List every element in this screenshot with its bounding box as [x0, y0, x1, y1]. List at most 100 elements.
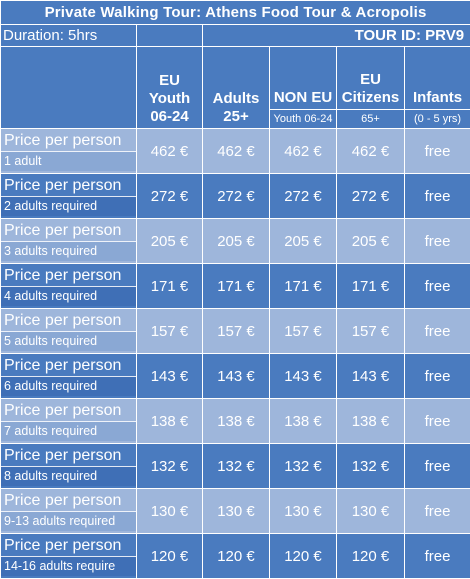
price-cell: 143 €: [337, 354, 405, 399]
row-label: Price per person: [1, 399, 136, 421]
column-subheader-non-eu: Youth 06-24: [270, 110, 337, 129]
price-cell: 157 €: [203, 309, 270, 354]
price-cell: 272 €: [337, 174, 405, 219]
column-header-line: 06-24: [137, 108, 202, 126]
column-header-line: EU: [337, 71, 404, 89]
column-header-line: Infants: [405, 89, 470, 107]
price-cell: 171 €: [137, 264, 203, 309]
price-cell: 120 €: [270, 534, 337, 579]
column-header-eu-citizens: EU Citizens: [337, 47, 405, 110]
price-cell: 120 €: [203, 534, 270, 579]
column-header-line: 25+: [203, 108, 269, 126]
price-cell: 138 €: [337, 399, 405, 444]
price-cell: 462 €: [203, 129, 270, 174]
price-cell: 205 €: [203, 219, 270, 264]
row-sublabel: 6 adults required: [1, 376, 136, 396]
row-sublabel: 5 adults required: [1, 331, 136, 351]
row-sublabel: 2 adults required: [1, 196, 136, 216]
price-cell: 205 €: [337, 219, 405, 264]
price-cell: 138 €: [270, 399, 337, 444]
price-cell: 120 €: [137, 534, 203, 579]
column-subheader-eu-citizens: 65+: [337, 110, 405, 129]
price-cell: 205 €: [137, 219, 203, 264]
price-cell: free: [405, 444, 470, 489]
price-cell: 462 €: [337, 129, 405, 174]
column-header-eu-youth: EU Youth 06-24: [137, 47, 203, 129]
row-sublabel: 7 adults required: [1, 421, 136, 441]
info-spacer: [137, 25, 203, 47]
price-cell: 171 €: [270, 264, 337, 309]
row-sublabel: 8 adults required: [1, 466, 136, 486]
column-header-line: Adults: [203, 90, 269, 108]
price-cell: 132 €: [137, 444, 203, 489]
price-cell: 171 €: [203, 264, 270, 309]
row-sublabel: 9-13 adults required: [1, 511, 136, 531]
row-label: Price per person: [1, 174, 136, 196]
column-header-non-eu: NON EU: [270, 47, 337, 110]
price-cell: 157 €: [270, 309, 337, 354]
row-label: Price per person: [1, 534, 136, 556]
price-cell: 132 €: [337, 444, 405, 489]
price-cell: 272 €: [270, 174, 337, 219]
price-cell: free: [405, 309, 470, 354]
price-cell: free: [405, 174, 470, 219]
row-sublabel: 4 adults required: [1, 286, 136, 306]
tour-id-label: TOUR ID: PRV9: [203, 25, 470, 47]
row-label: Price per person: [1, 129, 136, 151]
price-cell: 130 €: [337, 489, 405, 534]
column-header-line: NON EU: [270, 89, 336, 107]
price-cell: 120 €: [337, 534, 405, 579]
price-cell: 130 €: [137, 489, 203, 534]
column-header-line: Youth: [137, 90, 202, 108]
price-cell: 132 €: [203, 444, 270, 489]
row-label: Price per person: [1, 219, 136, 241]
header-corner: [1, 47, 137, 129]
price-cell: 143 €: [270, 354, 337, 399]
price-cell: 462 €: [137, 129, 203, 174]
price-cell: 143 €: [137, 354, 203, 399]
row-sublabel: 1 adult: [1, 151, 136, 171]
price-cell: free: [405, 489, 470, 534]
column-header-row: EU Youth 06-24 Adults 25+ NON EU EU Citi…: [1, 47, 470, 110]
row-label: Price per person: [1, 354, 136, 376]
price-cell: 138 €: [137, 399, 203, 444]
price-cell: 462 €: [270, 129, 337, 174]
row-sublabel: 14-16 adults require: [1, 556, 136, 576]
price-cell: 171 €: [337, 264, 405, 309]
column-header-line: Citizens: [337, 89, 404, 107]
title-row: Private Walking Tour: Athens Food Tour &…: [1, 1, 470, 25]
price-cell: free: [405, 354, 470, 399]
row-label: Price per person: [1, 264, 136, 286]
price-cell: free: [405, 399, 470, 444]
price-cell: 130 €: [270, 489, 337, 534]
price-cell: free: [405, 129, 470, 174]
price-cell: 272 €: [203, 174, 270, 219]
price-cell: free: [405, 534, 470, 579]
price-cell: 143 €: [203, 354, 270, 399]
duration-label: Duration: 5hrs: [1, 25, 137, 47]
price-cell: free: [405, 219, 470, 264]
info-row: Duration: 5hrs TOUR ID: PRV9: [1, 25, 470, 47]
row-label: Price per person: [1, 444, 136, 466]
column-subheader-infants: (0 - 5 yrs): [405, 110, 470, 129]
column-header-infants: Infants: [405, 47, 470, 110]
